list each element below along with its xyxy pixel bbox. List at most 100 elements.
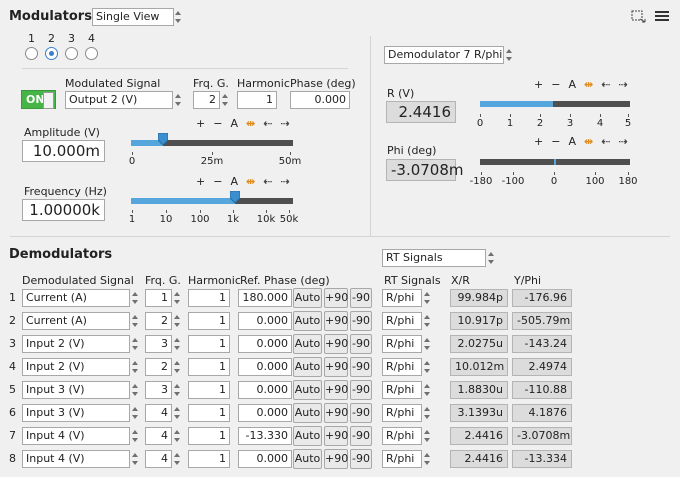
tab-radio-4[interactable]: [85, 47, 98, 60]
amplitude-zoom-auto-button[interactable]: A: [230, 117, 238, 130]
demod-signal-select[interactable]: Input 2 (V): [22, 358, 130, 376]
plus90-button[interactable]: +90: [324, 380, 348, 400]
amplitude-zoom-minus-button[interactable]: −: [213, 117, 223, 130]
rt-signals-select[interactable]: RT Signals: [382, 249, 486, 267]
frq-g-spin[interactable]: [221, 91, 230, 109]
frequency-slider-thumb[interactable]: [229, 190, 241, 204]
rt-signal-spin[interactable]: [423, 404, 432, 422]
plus90-button[interactable]: +90: [324, 403, 348, 423]
demod-ref-phase-input[interactable]: 0.000: [238, 335, 292, 353]
demod-harmonic-input[interactable]: 1: [188, 381, 230, 399]
tab-radio-2[interactable]: [45, 47, 58, 60]
demod-view-spin[interactable]: [505, 46, 514, 64]
phi-zoom-plus-button[interactable]: +: [534, 135, 544, 148]
demod-signal-select[interactable]: Input 4 (V): [22, 450, 130, 468]
r-zoom-auto-button[interactable]: A: [568, 78, 576, 91]
demod-signal-spin[interactable]: [131, 312, 140, 330]
demod-frq-input[interactable]: 4: [145, 404, 172, 422]
minus90-button[interactable]: -90: [350, 311, 372, 331]
phase-input[interactable]: 0.000: [290, 91, 350, 109]
demod-signal-select[interactable]: Input 3 (V): [22, 404, 130, 422]
demod-frq-spin[interactable]: [173, 381, 182, 399]
demod-ref-phase-input[interactable]: -13.330: [238, 427, 292, 445]
phi-zoom-auto-button[interactable]: A: [568, 135, 576, 148]
rt-signal-spin[interactable]: [423, 381, 432, 399]
demod-harmonic-input[interactable]: 1: [188, 450, 230, 468]
amplitude-zoom-right-icon[interactable]: ⇢: [280, 117, 290, 130]
auto-phase-button[interactable]: Auto: [293, 426, 322, 446]
minus90-button[interactable]: -90: [350, 449, 372, 469]
demod-frq-input[interactable]: 2: [145, 312, 172, 330]
demod-frq-input[interactable]: 2: [145, 358, 172, 376]
frequency-zoom-left-icon[interactable]: ⇠: [263, 175, 273, 188]
plus90-button[interactable]: +90: [324, 449, 348, 469]
demod-frq-input[interactable]: 4: [145, 427, 172, 445]
rt-signal-spin[interactable]: [423, 312, 432, 330]
auto-phase-button[interactable]: Auto: [293, 311, 322, 331]
view-select-spin[interactable]: [174, 8, 183, 26]
demod-signal-spin[interactable]: [131, 381, 140, 399]
rt-signal-select[interactable]: R/phi: [382, 335, 422, 353]
demod-signal-spin[interactable]: [131, 335, 140, 353]
frequency-zoom-minus-button[interactable]: −: [213, 175, 223, 188]
menu-icon[interactable]: [655, 10, 669, 24]
rt-signal-spin[interactable]: [423, 358, 432, 376]
minus90-button[interactable]: -90: [350, 403, 372, 423]
amplitude-input[interactable]: 10.000m: [22, 140, 105, 162]
amplitude-zoom-fit-icon[interactable]: ⇹: [245, 117, 256, 130]
plus90-button[interactable]: +90: [324, 426, 348, 446]
r-zoom-minus-button[interactable]: −: [551, 78, 561, 91]
auto-phase-button[interactable]: Auto: [293, 380, 322, 400]
amplitude-zoom-controls[interactable]: + − A ⇹ ⇠ ⇢: [196, 117, 298, 130]
rt-signal-select[interactable]: R/phi: [382, 404, 422, 422]
demod-signal-spin[interactable]: [131, 427, 140, 445]
demod-harmonic-input[interactable]: 1: [188, 404, 230, 422]
demod-signal-spin[interactable]: [131, 404, 140, 422]
demod-harmonic-input[interactable]: 1: [188, 427, 230, 445]
phi-zoom-right-icon[interactable]: ⇢: [618, 135, 628, 148]
frequency-zoom-auto-button[interactable]: A: [230, 175, 238, 188]
minus90-button[interactable]: -90: [350, 426, 372, 446]
amplitude-zoom-left-icon[interactable]: ⇠: [263, 117, 273, 130]
demod-frq-input[interactable]: 4: [145, 450, 172, 468]
phi-zoom-left-icon[interactable]: ⇠: [601, 135, 611, 148]
r-zoom-left-icon[interactable]: ⇠: [601, 78, 611, 91]
auto-phase-button[interactable]: Auto: [293, 288, 322, 308]
demod-signal-spin[interactable]: [131, 450, 140, 468]
rt-signal-select[interactable]: R/phi: [382, 312, 422, 330]
rt-signal-spin[interactable]: [423, 289, 432, 307]
demod-harmonic-input[interactable]: 1: [188, 358, 230, 376]
demod-harmonic-input[interactable]: 1: [188, 312, 230, 330]
amplitude-zoom-plus-button[interactable]: +: [196, 117, 206, 130]
minus90-button[interactable]: -90: [350, 288, 372, 308]
demod-signal-select[interactable]: Input 3 (V): [22, 381, 130, 399]
harmonic-input[interactable]: 1: [237, 91, 277, 109]
frequency-slider-track[interactable]: [131, 198, 293, 204]
frequency-zoom-right-icon[interactable]: ⇢: [280, 175, 290, 188]
tab-radio-1[interactable]: [25, 47, 38, 60]
frequency-input[interactable]: 1.00000k: [22, 199, 105, 221]
demod-frq-spin[interactable]: [173, 289, 182, 307]
minus90-button[interactable]: -90: [350, 334, 372, 354]
export-icon[interactable]: [631, 10, 647, 24]
demod-signal-select[interactable]: Input 4 (V): [22, 427, 130, 445]
auto-phase-button[interactable]: Auto: [293, 357, 322, 377]
demod-frq-input[interactable]: 1: [145, 289, 172, 307]
demod-ref-phase-input[interactable]: 180.000: [238, 289, 292, 307]
plus90-button[interactable]: +90: [324, 334, 348, 354]
demod-ref-phase-input[interactable]: 0.000: [238, 312, 292, 330]
frequency-zoom-fit-icon[interactable]: ⇹: [245, 175, 256, 188]
rt-signal-spin[interactable]: [423, 450, 432, 468]
plus90-button[interactable]: +90: [324, 288, 348, 308]
demod-harmonic-input[interactable]: 1: [188, 335, 230, 353]
demod-frq-spin[interactable]: [173, 312, 182, 330]
phi-zoom-controls[interactable]: + − A ⇹ ⇠ ⇢: [534, 135, 636, 148]
rt-signal-select[interactable]: R/phi: [382, 450, 422, 468]
minus90-button[interactable]: -90: [350, 380, 372, 400]
phi-zoom-minus-button[interactable]: −: [551, 135, 561, 148]
demod-harmonic-input[interactable]: 1: [188, 289, 230, 307]
demod-frq-spin[interactable]: [173, 335, 182, 353]
amplitude-slider-track[interactable]: [131, 140, 293, 146]
rt-signal-select[interactable]: R/phi: [382, 381, 422, 399]
plus90-button[interactable]: +90: [324, 311, 348, 331]
